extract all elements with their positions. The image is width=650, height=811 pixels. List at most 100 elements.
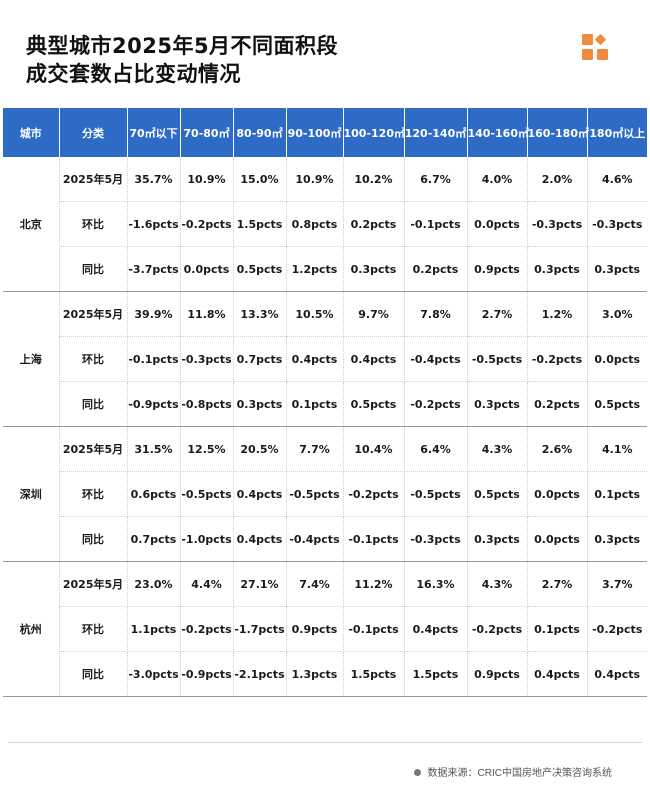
value-cell: -0.2pcts bbox=[467, 606, 528, 652]
header-over-180: 180㎡以上 bbox=[587, 108, 647, 157]
value-cell: -0.9pcts bbox=[180, 651, 234, 697]
value-cell: -1.6pcts bbox=[127, 201, 181, 247]
data-source: 数据来源：CRIC中国房地产决策咨询系统 bbox=[413, 764, 612, 779]
value-cell: 0.4pcts bbox=[286, 336, 344, 382]
table-row: 深圳 2025年5月 31.5% 12.5% 20.5% 7.7% 10.4% 6.4% 4.3… bbox=[3, 426, 647, 562]
value-cell: 0.4pcts bbox=[527, 651, 588, 697]
table-row: 杭州 2025年5月 23.0% 4.4% 27.1% 7.4% 11.2% 16.3% 4.3… bbox=[3, 561, 647, 697]
value-cell: 10.5% bbox=[286, 291, 344, 337]
value-cell: 7.7% bbox=[286, 426, 344, 472]
value-cell: 0.1pcts bbox=[286, 381, 344, 427]
header-under-70: 70㎡以下 bbox=[127, 108, 181, 157]
value-cell: 16.3% bbox=[404, 561, 468, 607]
value-cell: 0.5pcts bbox=[467, 471, 528, 517]
table-row: 同比 0.7pcts -1.0pcts 0.4pcts -0.4pcts -0.1pcts… bbox=[3, 516, 647, 562]
value-cell: -0.5pcts bbox=[180, 471, 234, 517]
header-category: 分类 bbox=[59, 108, 128, 157]
table-row: 同比 -3.7pcts 0.0pcts 0.5pcts 1.2pcts 0.3pcts 0.… bbox=[3, 246, 647, 292]
value-cell: -0.1pcts bbox=[343, 516, 405, 562]
value-cell: 1.3pcts bbox=[286, 651, 344, 697]
value-cell: 4.3% bbox=[467, 561, 528, 607]
value-cell: 0.0pcts bbox=[467, 201, 528, 247]
category-cell: 环比 bbox=[59, 471, 128, 517]
value-cell: 0.0pcts bbox=[587, 336, 647, 382]
header-140-160: 140-160㎡ bbox=[467, 108, 529, 157]
table-row: 环比 -1.6pcts -0.2pcts 1.5pcts 0.8pcts 0.2pcts -… bbox=[3, 201, 647, 247]
value-cell: -0.4pcts bbox=[404, 336, 468, 382]
category-cell: 环比 bbox=[59, 336, 128, 382]
header-70-80: 70-80㎡ bbox=[180, 108, 234, 157]
value-cell: 1.5pcts bbox=[343, 651, 405, 697]
value-cell: 0.2pcts bbox=[343, 201, 405, 247]
table-row: 环比 0.6pcts -0.5pcts 0.4pcts -0.5pcts -0.2pcts… bbox=[3, 471, 647, 517]
value-cell: 6.7% bbox=[404, 157, 468, 202]
category-cell: 2025年5月 bbox=[59, 157, 128, 202]
value-cell: 9.7% bbox=[343, 291, 405, 337]
value-cell: -0.4pcts bbox=[286, 516, 344, 562]
value-cell: 2.7% bbox=[527, 561, 588, 607]
city-cell: 杭州 bbox=[3, 561, 60, 697]
value-cell: -0.5pcts bbox=[286, 471, 344, 517]
page-title: 典型城市2025年5月不同面积段 成交套数占比变动情况 bbox=[26, 32, 338, 88]
value-cell: 12.5% bbox=[180, 426, 234, 472]
value-cell: 1.2pcts bbox=[286, 246, 344, 292]
category-cell: 环比 bbox=[59, 201, 128, 247]
value-cell: -0.1pcts bbox=[127, 336, 181, 382]
table-row: 上海 2025年5月 39.9% 11.8% 13.3% 10.5% 9.7% 7.8% 2.7… bbox=[3, 291, 647, 427]
city-cell: 深圳 bbox=[3, 426, 60, 562]
data-source-text: 数据来源：CRIC中国房地产决策咨询系统 bbox=[427, 768, 612, 779]
value-cell: -0.3pcts bbox=[180, 336, 234, 382]
value-cell: 1.5pcts bbox=[404, 651, 468, 697]
value-cell: 0.5pcts bbox=[343, 381, 405, 427]
value-cell: -0.2pcts bbox=[587, 606, 647, 652]
value-cell: 2.0% bbox=[527, 157, 588, 202]
table-row: 环比 -0.1pcts -0.3pcts 0.7pcts 0.4pcts 0.4pcts -… bbox=[3, 336, 647, 382]
value-cell: -0.1pcts bbox=[343, 606, 405, 652]
value-cell: 0.1pcts bbox=[527, 606, 588, 652]
value-cell: 0.4pcts bbox=[587, 651, 647, 697]
value-cell: -0.2pcts bbox=[180, 201, 234, 247]
value-cell: 4.4% bbox=[180, 561, 234, 607]
cric-squares-logo-icon bbox=[582, 34, 608, 60]
title-line-2: 成交套数占比变动情况 bbox=[26, 62, 241, 86]
category-cell: 同比 bbox=[59, 516, 128, 562]
value-cell: 2.7% bbox=[467, 291, 528, 337]
header-160-180: 160-180㎡ bbox=[527, 108, 589, 157]
value-cell: 35.7% bbox=[127, 157, 181, 202]
header-90-100: 90-100㎡ bbox=[286, 108, 344, 157]
value-cell: 0.3pcts bbox=[233, 381, 287, 427]
value-cell: 0.2pcts bbox=[527, 381, 588, 427]
value-cell: 0.6pcts bbox=[127, 471, 181, 517]
city-cell: 北京 bbox=[3, 157, 60, 292]
table-row: 环比 1.1pcts -0.2pcts -1.7pcts 0.9pcts -0.1pcts… bbox=[3, 606, 647, 652]
value-cell: -0.8pcts bbox=[180, 381, 234, 427]
value-cell: 0.3pcts bbox=[587, 246, 647, 292]
value-cell: -0.3pcts bbox=[587, 201, 647, 247]
value-cell: 6.4% bbox=[404, 426, 468, 472]
category-cell: 同比 bbox=[59, 246, 128, 292]
bullet-dot-icon bbox=[413, 769, 421, 776]
value-cell: 0.3pcts bbox=[527, 246, 588, 292]
table-header-row: 城市 分类 70㎡以下 70-80㎡ 80-90㎡ 90-100㎡ 100-12… bbox=[3, 108, 647, 157]
value-cell: 0.7pcts bbox=[233, 336, 287, 382]
value-cell: 4.1% bbox=[587, 426, 647, 472]
value-cell: -1.0pcts bbox=[180, 516, 234, 562]
value-cell: 20.5% bbox=[233, 426, 287, 472]
value-cell: 4.6% bbox=[587, 157, 647, 202]
value-cell: 10.9% bbox=[180, 157, 234, 202]
value-cell: -0.2pcts bbox=[404, 381, 468, 427]
value-cell: 0.4pcts bbox=[233, 516, 287, 562]
value-cell: 2.6% bbox=[527, 426, 588, 472]
value-cell: -1.7pcts bbox=[233, 606, 287, 652]
value-cell: 0.0pcts bbox=[527, 516, 588, 562]
value-cell: 11.8% bbox=[180, 291, 234, 337]
value-cell: 4.3% bbox=[467, 426, 528, 472]
value-cell: 10.9% bbox=[286, 157, 344, 202]
value-cell: 10.2% bbox=[343, 157, 405, 202]
value-cell: 0.3pcts bbox=[343, 246, 405, 292]
value-cell: 0.3pcts bbox=[587, 516, 647, 562]
value-cell: -0.9pcts bbox=[127, 381, 181, 427]
header-80-90: 80-90㎡ bbox=[233, 108, 287, 157]
value-cell: -0.2pcts bbox=[343, 471, 405, 517]
footer-divider bbox=[8, 742, 642, 743]
